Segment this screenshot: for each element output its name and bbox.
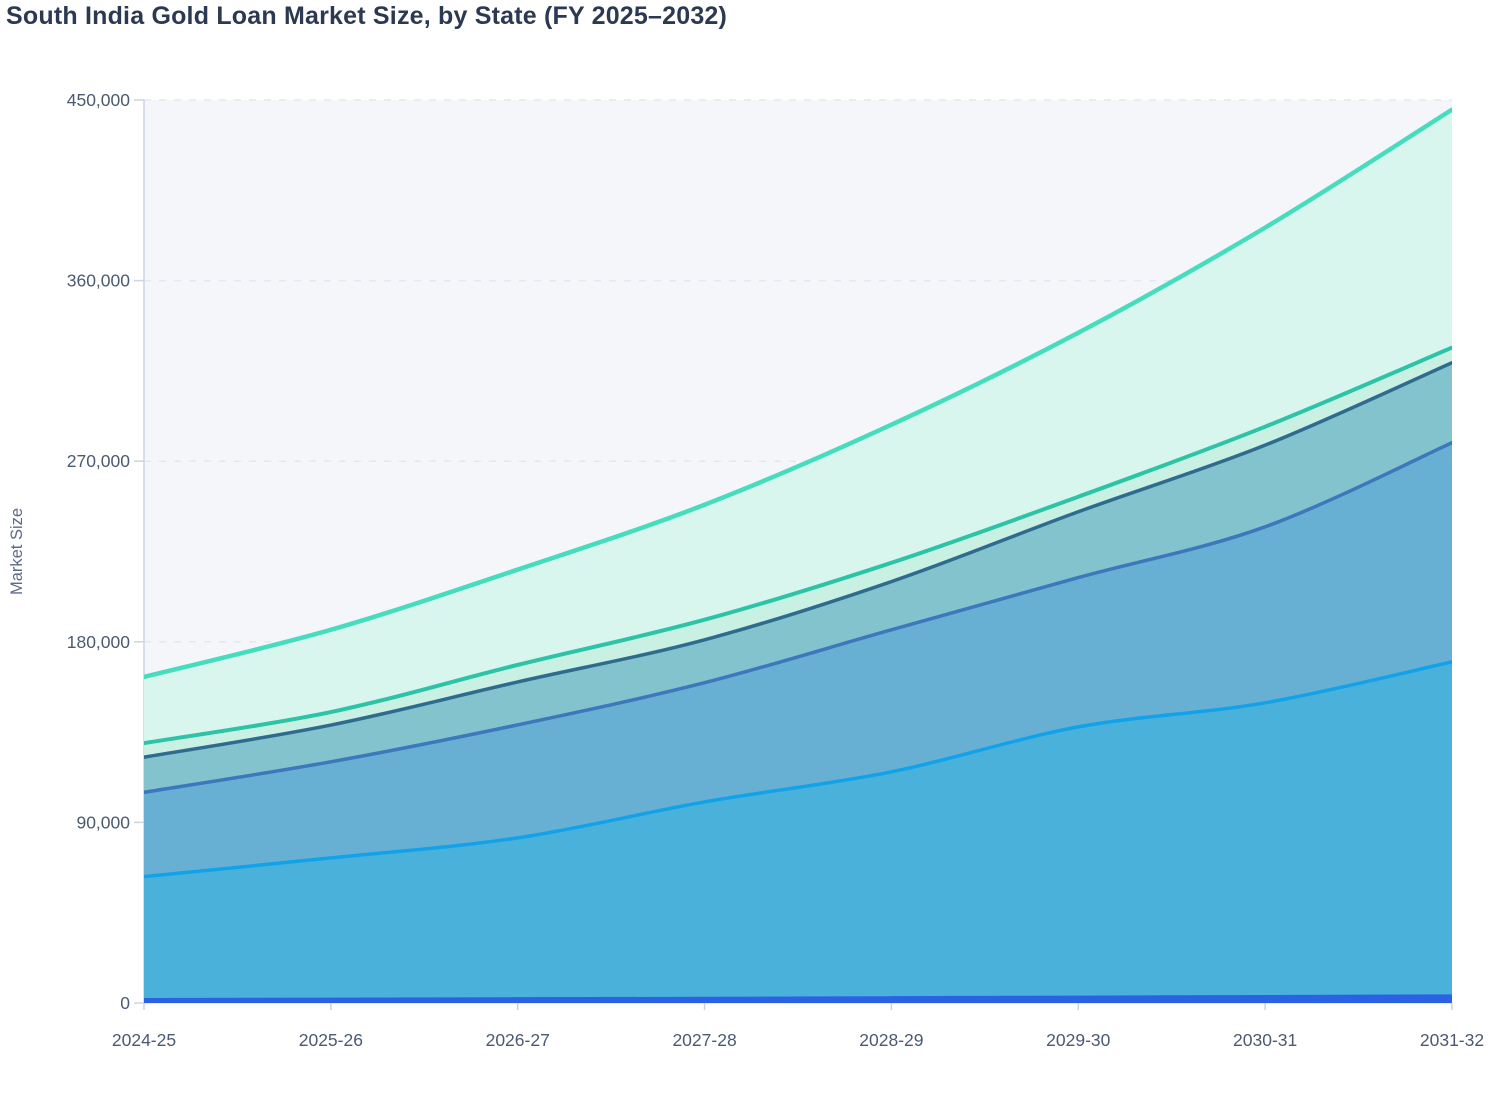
- area-series-4[interactable]: [144, 362, 1452, 793]
- x-tick-label: 2029-30: [1046, 1030, 1110, 1050]
- y-tick-label: 360,000: [67, 271, 131, 291]
- x-tick-label: 2030-31: [1233, 1030, 1297, 1050]
- y-axis-title: Market Size: [8, 508, 26, 595]
- area-series-3[interactable]: [144, 442, 1452, 877]
- line-series-1[interactable]: [144, 994, 1452, 1002]
- area-series-2[interactable]: [144, 661, 1452, 1000]
- x-tick-label: 2024-25: [112, 1030, 176, 1050]
- x-tick-label: 2025-26: [299, 1030, 363, 1050]
- line-series-2[interactable]: [144, 660, 1452, 879]
- x-tick-label: 2028-29: [859, 1030, 923, 1050]
- y-tick-label: 180,000: [67, 632, 131, 652]
- x-tick-label: 2031-32: [1420, 1030, 1484, 1050]
- x-tick-label: 2027-28: [672, 1030, 736, 1050]
- line-series-6[interactable]: [144, 107, 1452, 680]
- y-tick-label: 90,000: [76, 812, 130, 832]
- y-tick-label: 0: [120, 993, 130, 1013]
- line-series-3[interactable]: [144, 440, 1452, 795]
- chart-title: South India Gold Loan Market Size, by St…: [6, 2, 728, 30]
- line-series-5[interactable]: [144, 345, 1452, 746]
- x-tick-label: 2026-27: [486, 1030, 550, 1050]
- line-series-4[interactable]: [144, 360, 1452, 759]
- series-bands: [144, 107, 1452, 1003]
- y-tick-label: 270,000: [67, 451, 131, 471]
- area-series-6[interactable]: [144, 109, 1452, 744]
- y-tick-label: 450,000: [67, 90, 131, 110]
